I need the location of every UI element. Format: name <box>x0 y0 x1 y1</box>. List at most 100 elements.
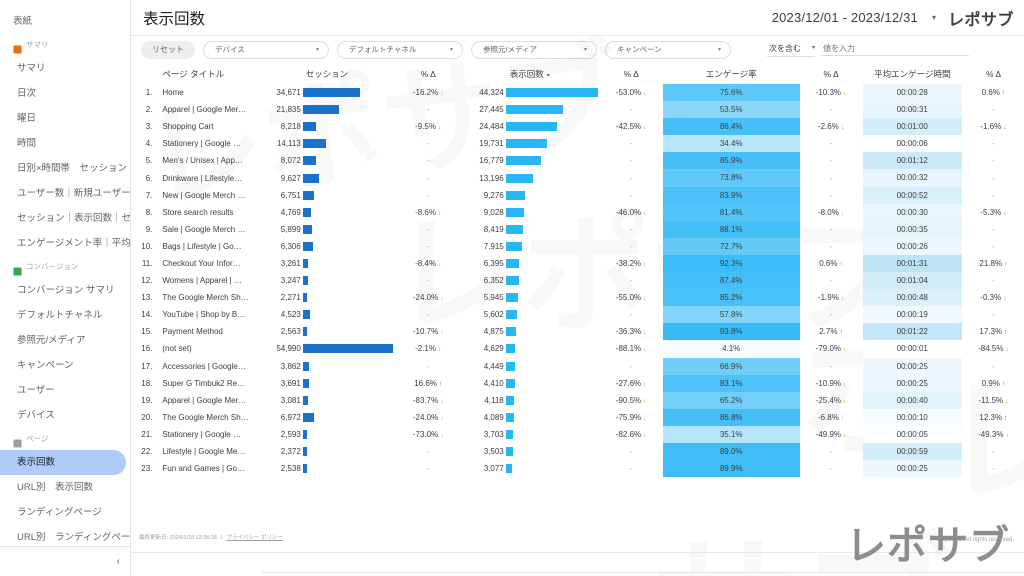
sessions-bar-cell: 4,523 <box>257 306 397 323</box>
table-row[interactable]: 14. YouTube | Shop by B… 4,523 - 5,602 - 57.8%… <box>131 306 1024 324</box>
table-row[interactable]: 15. Payment Method 2,563 -10.7% ↓ 4,875 -36.3%… <box>131 323 1024 341</box>
sidebar-item-8[interactable]: セッション｜表示回数｜セ… <box>17 213 130 224</box>
sidebar-item-4[interactable]: 曜日 <box>17 113 37 124</box>
page-title-cell[interactable]: Payment Method <box>162 327 223 337</box>
page-title-cell[interactable]: Bags | Lifestyle | Go… <box>162 241 242 251</box>
page-title-cell[interactable]: (not set) <box>162 344 192 354</box>
avg-engagement-time-value: 00:00:32 <box>862 169 963 187</box>
table-row[interactable]: 5. Men's / Unisex | App… 8,072 - 16,779 - 85.9… <box>131 152 1024 170</box>
table-row[interactable]: 6. Drinkware | Lifestyle… 9,627 - 13,196 - 73.… <box>131 169 1024 187</box>
filter-select-2[interactable]: 参照元/メディア ▾ <box>471 40 597 59</box>
table-row[interactable]: 16. (not set) 54,990 -2.1% ↓ 4,629 -88.1% ↓ 4.1%… <box>131 340 1024 358</box>
table-row[interactable]: 12. Womens | Apparel | … 3,247 - 6,352 - 87.4%… <box>131 272 1024 290</box>
sidebar-item-19[interactable]: URL別 表示回数 <box>17 482 94 493</box>
page-title-cell[interactable]: Lifestyle | Google Me… <box>162 447 246 457</box>
privacy-policy-link[interactable]: プライバシー ポリシー <box>226 535 283 541</box>
sidebar-item-11[interactable]: コンバージョン サマリ <box>17 285 115 296</box>
table-row[interactable]: 22. Lifestyle | Google Me… 2,372 - 3,503 - 89.… <box>131 442 1024 461</box>
table-row[interactable]: 21. Stationery | Google … 2,593 -73.0% ↓ 3,70… <box>131 425 1024 443</box>
page-title-cell[interactable]: Shopping Cart <box>162 122 214 132</box>
sidebar-item-0[interactable]: 表紙 <box>13 16 33 27</box>
sidebar-item-20[interactable]: ランディングページ <box>17 507 102 518</box>
sidebar-item-7[interactable]: ユーザー数｜新規ユーザー数 <box>17 188 130 199</box>
sidebar-item-13[interactable]: 参照元/メディア <box>17 335 86 346</box>
page-title-cell[interactable]: Stationery | Google … <box>162 139 241 149</box>
col-engagement-rate[interactable]: エンゲージ率 <box>705 68 757 79</box>
table-row[interactable]: 7. New | Google Merch … 6,751 - 9,276 - 83.9% -… <box>131 186 1024 204</box>
engagement-rate-delta-value: - <box>829 361 833 371</box>
sidebar-item-2[interactable]: サマリ <box>17 63 46 74</box>
avg-engagement-time-cell: 00:00:31 <box>862 101 963 119</box>
sidebar-item-6[interactable]: 日別×時間帯 セッション <box>17 163 128 174</box>
views-delta: -46.0% ↓ <box>600 204 663 221</box>
col-page-title[interactable]: ページ タイトル <box>162 68 225 79</box>
sidebar-item-18[interactable]: 表示回数 <box>0 450 126 475</box>
page-title-cell[interactable]: Super G Timbuk2 Re… <box>162 378 246 388</box>
page-title-cell[interactable]: Apparel | Google Mer… <box>162 395 247 405</box>
table-row[interactable]: 2. Apparel | Google Mer… 21,835 - 27,445 - 53.… <box>131 101 1024 119</box>
table-row[interactable]: 11. Checkout Your Infor… 3,261 -8.4% ↓ 6,395-… <box>131 254 1024 273</box>
page-title-cell[interactable]: Fun and Games | Go… <box>162 464 245 474</box>
col-avg-engagement-time[interactable]: 平均エンゲージ時間 <box>874 68 951 79</box>
sidebar-item-21[interactable]: URL別 ランディングページ <box>17 532 130 543</box>
filter-select-1[interactable]: デフォルトチャネル ▾ <box>337 40 463 59</box>
engagement-rate-cell: 4.1% <box>662 340 800 358</box>
table-row[interactable]: 1. Home 34,671 -16.2% ↓ 44,324 -53.0% ↓ 75.6% -10… <box>131 84 1024 102</box>
table-row[interactable]: 8. Store search results 4,769 -8.6% ↓ 9,028 -4… <box>131 203 1024 221</box>
table-row[interactable]: 3. Shopping Cart 8,218 -9.5% ↓ 24,484 -42.5% ↓ 8… <box>131 118 1024 136</box>
sessions-delta: - <box>397 443 460 460</box>
col-sessions[interactable]: セッション <box>305 68 349 79</box>
sessions-cell: 3,081 <box>257 392 397 409</box>
sidebar-item-12[interactable]: デフォルトチャネル <box>17 310 103 321</box>
table-row[interactable]: 4. Stationery | Google … 14,113 - 19,731 - 34.… <box>131 135 1024 153</box>
page-title-cell[interactable]: The Google Merch Sh… <box>162 412 249 422</box>
table-row[interactable]: 9. Sale | Google Merch … 5,899 - 8,419 - 88.1%… <box>131 220 1024 238</box>
arrow-up-icon: ↑ <box>839 260 843 268</box>
page-title-cell[interactable]: Home <box>162 88 184 98</box>
table-row[interactable]: 18. Super G Timbuk2 Re… 3,691 16.6% ↑ 4,410 -2… <box>131 374 1024 392</box>
col-sessions-delta[interactable]: % Δ <box>420 68 436 79</box>
col-views[interactable]: 表示回数 ▾ <box>460 63 600 84</box>
page-title-cell[interactable]: Sale | Google Merch … <box>162 224 246 234</box>
page-title-cell[interactable]: Accessories | Google… <box>162 361 246 371</box>
table-row[interactable]: 19. Apparel | Google Mer… 3,081 -83.7% ↓ 4,11… <box>131 391 1024 409</box>
table-row[interactable]: 23. Fun and Games | Go… 2,538 - 3,077 - 89.9% -… <box>131 460 1024 478</box>
table-row[interactable]: 17. Accessories | Google… 3,862 - 4,449 - 66.9… <box>131 357 1024 375</box>
sidebar-item-3[interactable]: 日次 <box>17 88 37 99</box>
page-title-cell[interactable]: Drinkware | Lifestyle… <box>162 173 243 183</box>
page-title-cell[interactable]: Stationery | Google … <box>162 429 241 439</box>
sidebar-item-16[interactable]: デバイス <box>17 410 55 421</box>
reset-button[interactable]: リセット <box>141 40 195 59</box>
table-row[interactable]: 20. The Google Merch Sh… 6,972 -24.0% ↓ 4,089… <box>131 408 1024 426</box>
engagement-rate-value: 87.4% <box>662 272 800 290</box>
table-row[interactable]: 10. Bags | Lifestyle | Go… 6,306 - 7,915 - 72.… <box>131 237 1024 255</box>
views-delta: -75.9% ↓ <box>600 409 663 426</box>
filter-select-3[interactable]: キャンペーン ▾ <box>605 40 731 59</box>
sidebar-item-14[interactable]: キャンペーン <box>17 360 74 371</box>
page-title-cell[interactable]: Checkout Your Infor… <box>162 258 241 268</box>
page-title-cell[interactable]: Men's / Unisex | App… <box>162 156 243 166</box>
avg-engagement-time-delta: - <box>962 460 1024 477</box>
text-filter-operator[interactable]: 次を含む ▾ <box>767 43 815 57</box>
page-title-cell[interactable]: Womens | Apparel | … <box>162 276 242 286</box>
views-delta-value: -53.0% ↓ <box>616 88 647 97</box>
col-engagement-rate-delta[interactable]: % Δ <box>823 68 839 79</box>
page-title-cell[interactable]: YouTube | Shop by B… <box>162 310 246 320</box>
col-views-delta[interactable]: % Δ <box>623 68 639 79</box>
text-filter-input[interactable] <box>821 43 969 56</box>
collapse-sidebar-icon[interactable]: ‹ <box>116 556 120 568</box>
table-row[interactable]: 13. The Google Merch Sh… 2,271 -24.0% ↓ 5,945… <box>131 289 1024 307</box>
page-title-cell[interactable]: Store search results <box>162 207 234 217</box>
sidebar-item-9[interactable]: エンゲージメント率｜平均… <box>17 238 130 249</box>
date-range-label[interactable]: 2023/12/01 - 2023/12/31 <box>771 10 918 25</box>
page-title-cell[interactable]: Apparel | Google Mer… <box>162 105 247 115</box>
filter-select-0[interactable]: デバイス ▾ <box>203 40 329 59</box>
chevron-down-icon[interactable]: ▾ <box>931 13 936 22</box>
sidebar-item-5[interactable]: 時間 <box>17 138 37 149</box>
sidebar-item-15[interactable]: ユーザー <box>17 385 55 396</box>
row-index: 9. <box>145 224 153 234</box>
col-avg-engagement-time-delta[interactable]: % Δ <box>985 68 1002 79</box>
page-title-cell[interactable]: The Google Merch Sh… <box>162 293 249 303</box>
views-delta: - <box>600 101 663 118</box>
page-title-cell[interactable]: New | Google Merch … <box>162 190 246 200</box>
